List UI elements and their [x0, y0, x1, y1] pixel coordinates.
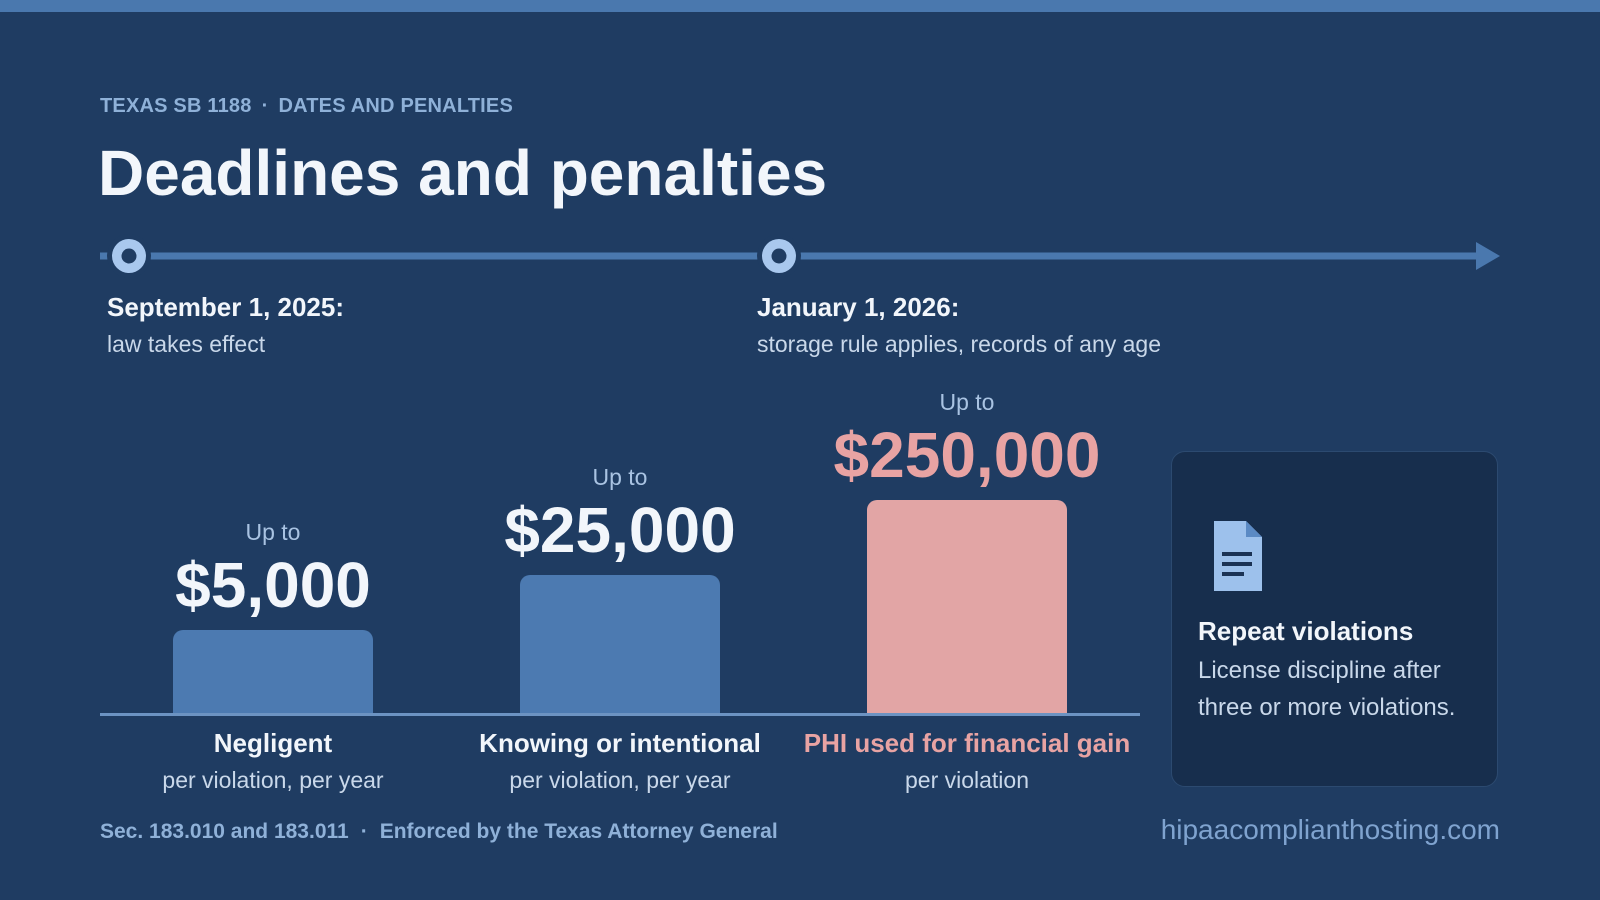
card-text: License discipline after three or more v…: [1198, 657, 1456, 721]
top-accent-bar: [0, 0, 1600, 12]
milestone-2-date: January 1, 2026:: [757, 292, 960, 322]
penalty-2-basis: per violation, per year: [509, 767, 731, 793]
penalty-3-basis: per violation: [904, 767, 1030, 793]
footer-sections: Sec. 183.010 and 183.011: [100, 820, 349, 843]
milestone-2-desc: storage rule applies, records of any age: [757, 331, 1162, 357]
penalty-3-category: PHI used for financial gain: [803, 728, 1131, 758]
milestone-1: September 1, 2025: law takes effect: [107, 292, 344, 358]
timeline-arrow-icon: [1476, 242, 1500, 270]
timeline: [100, 234, 1500, 278]
penalty-1-prefix: Up to: [245, 519, 301, 545]
penalty-1-bar: [173, 630, 373, 713]
milestone-marker-1: [107, 234, 151, 278]
penalty-2-category: Knowing or intentional: [479, 728, 761, 758]
footer-separator: ·: [360, 820, 368, 843]
penalty-1-category: Negligent: [213, 728, 333, 758]
page-title: Deadlines and penalties: [98, 137, 828, 209]
eyebrow-right: DATES AND PENALTIES: [278, 95, 514, 117]
footer-website: hipaacomplianthosting.com: [1160, 814, 1500, 845]
milestone-marker-2: [757, 234, 801, 278]
penalty-3-prefix: Up to: [939, 389, 995, 415]
penalty-2-prefix: Up to: [592, 464, 648, 490]
repeat-violations-card: Repeat violations License discipline aft…: [1171, 451, 1498, 787]
chart-baseline: [100, 713, 1140, 716]
card-title: Repeat violations: [1198, 616, 1414, 646]
footer-citation: Sec. 183.010 and 183.011 · Enforced by the…: [100, 820, 778, 844]
milestone-1-date: September 1, 2025:: [107, 292, 345, 322]
eyebrow: TEXAS SB 1188 · DATES AND PENALTIES: [100, 95, 513, 118]
penalty-1-label: Negligent per violation, per year: [93, 728, 453, 794]
penalty-2-label: Knowing or intentional per violation, pe…: [440, 728, 800, 794]
eyebrow-left: TEXAS SB 1188: [100, 95, 252, 117]
penalty-2-amount: $25,000: [504, 494, 736, 566]
eyebrow-separator: ·: [261, 95, 269, 117]
penalty-3-bar: [867, 500, 1067, 713]
penalty-2-bar: [520, 575, 720, 713]
document-icon: [1214, 521, 1262, 591]
penalty-3-label: PHI used for financial gain per violatio…: [787, 728, 1147, 794]
penalty-1-amount: $5,000: [175, 549, 371, 621]
penalty-3-amount: $250,000: [833, 419, 1101, 491]
penalty-1-basis: per violation, per year: [162, 767, 384, 793]
milestone-2: January 1, 2026: storage rule applies, r…: [757, 292, 1161, 358]
footer-enforcer: Enforced by the Texas Attorney General: [379, 820, 778, 843]
milestone-1-desc: law takes effect: [107, 331, 266, 357]
